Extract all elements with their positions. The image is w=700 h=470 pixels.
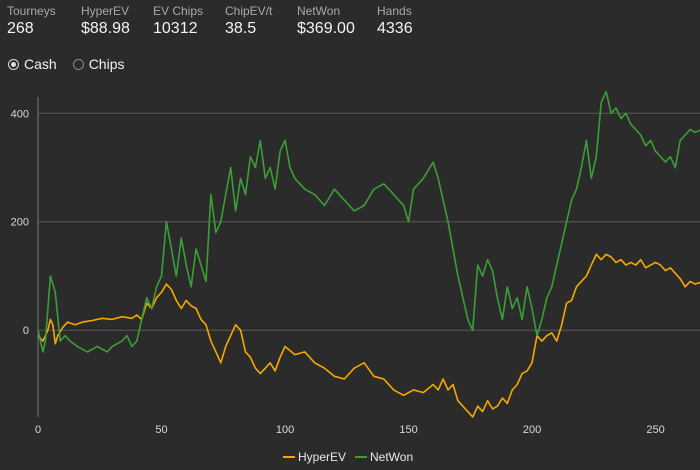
stat-hands: Hands 4336 [377, 4, 449, 40]
y-tick-label: 200 [11, 217, 29, 229]
series-line-netwon [37, 90, 700, 353]
x-tick-label: 150 [399, 424, 417, 436]
results-chart: 0 200 400 0 50 100 150 200 250 HyperEV NetWon [11, 90, 700, 464]
stat-ev-chips: EV Chips 10312 [153, 4, 225, 40]
x-tick-label: 250 [646, 424, 664, 436]
stat-hyperev: HyperEV $88.98 [81, 4, 153, 40]
legend-label-hyperev: HyperEV [298, 450, 346, 464]
stat-label: ChipEV/t [225, 4, 273, 18]
stat-value: $369.00 [297, 20, 355, 37]
stat-label: Tourneys [7, 4, 56, 18]
chart-legend: HyperEV NetWon [283, 450, 413, 464]
stat-netwon: NetWon $369.00 [297, 4, 377, 40]
chart-series [37, 90, 700, 418]
x-tick-label: 200 [523, 424, 541, 436]
x-tick-label: 0 [35, 424, 41, 436]
radio-chips[interactable]: Chips [72, 56, 125, 72]
legend-label-netwon: NetWon [370, 450, 413, 464]
stat-chipev-per-tourney: ChipEV/t 38.5 [225, 4, 297, 40]
x-tick-label: 50 [155, 424, 167, 436]
stat-value: 38.5 [225, 20, 257, 37]
y-tick-label: 400 [11, 108, 29, 120]
stat-label: Hands [377, 4, 412, 18]
radio-cash[interactable]: Cash [8, 56, 57, 72]
stat-value: 10312 [153, 20, 198, 37]
stat-value: $88.98 [81, 20, 130, 37]
stat-tourneys: Tourneys 268 [7, 4, 81, 40]
stat-value: 4336 [377, 20, 413, 37]
stat-value: 268 [7, 20, 34, 37]
radio-checked-icon[interactable] [8, 58, 19, 70]
y-tick-label: 0 [23, 325, 29, 337]
x-axis-ticks: 0 50 100 150 200 250 [35, 424, 665, 436]
chart-grid [37, 97, 700, 417]
radio-label[interactable]: Chips [88, 56, 125, 72]
radio-unchecked-icon[interactable] [72, 58, 84, 70]
x-tick-label: 100 [276, 424, 294, 436]
stat-label: HyperEV [81, 4, 130, 18]
stat-label: NetWon [297, 4, 341, 18]
radio-label[interactable]: Cash [24, 56, 57, 72]
y-axis-ticks: 0 200 400 [11, 108, 29, 337]
stats-bar: Tourneys 268 HyperEV $88.98 EV Chips 103… [7, 4, 449, 40]
stat-label: EV Chips [153, 4, 204, 18]
mode-selector: Cash Chips [8, 56, 140, 72]
